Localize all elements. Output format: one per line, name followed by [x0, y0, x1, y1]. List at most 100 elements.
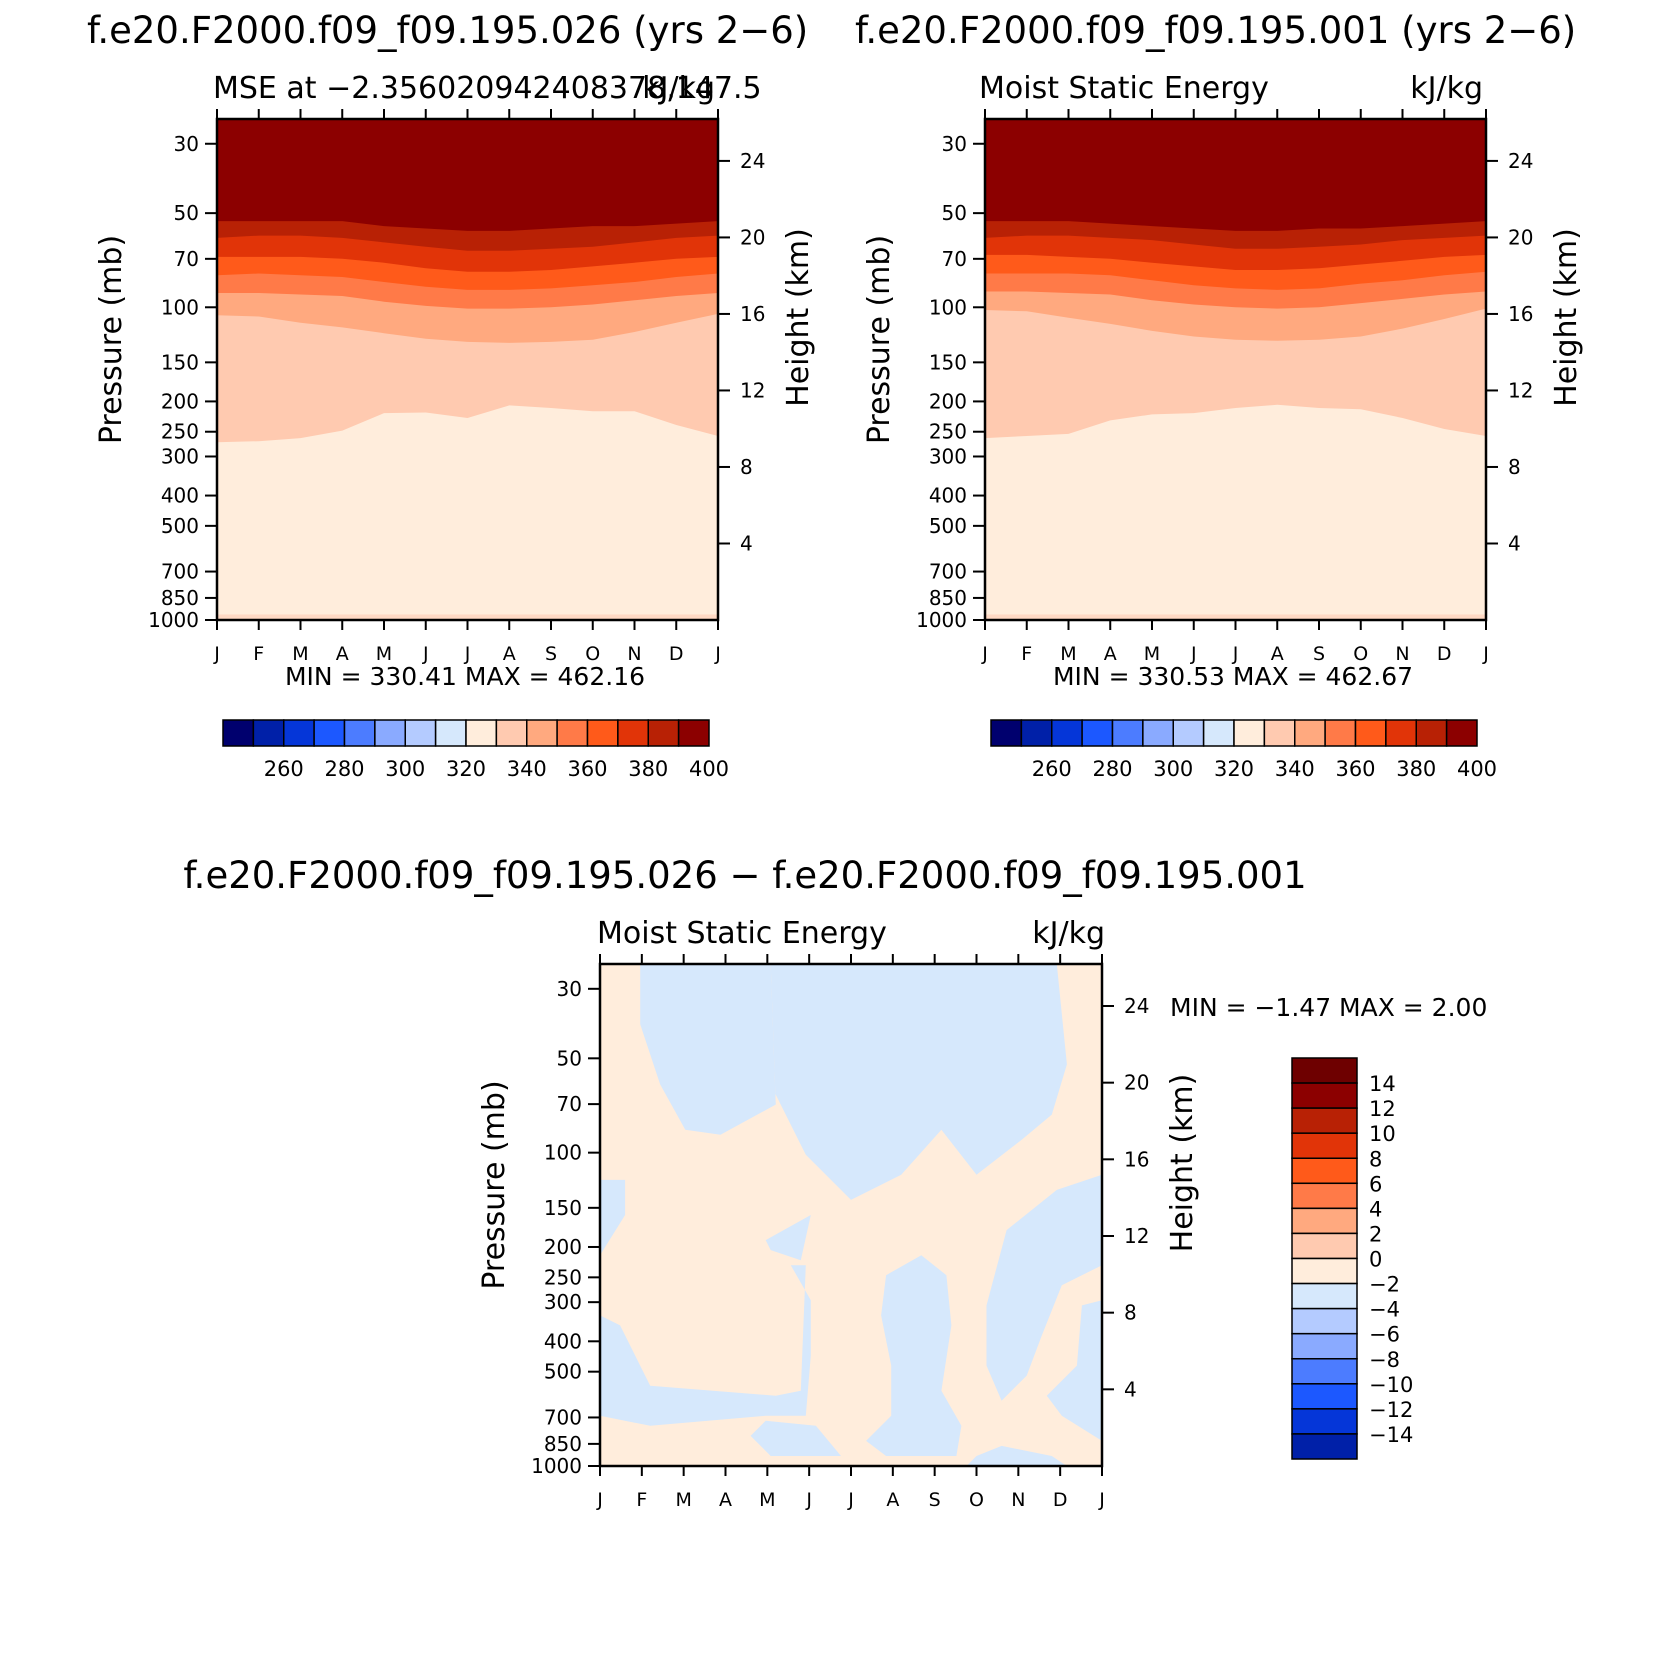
colorbar-label: −14 — [1369, 1423, 1413, 1447]
colorbar-box — [677, 719, 710, 747]
colorbar-label: 2 — [1369, 1222, 1382, 1246]
y-right-tick-label: 16 — [1124, 1147, 1149, 1171]
y-tick-label: 300 — [929, 444, 967, 468]
colorbar-box — [1111, 719, 1144, 747]
colorbar-box — [556, 719, 589, 747]
colorbar-box — [1294, 719, 1326, 747]
x-tick-label: O — [969, 1489, 984, 1511]
y-tick-label: 700 — [161, 560, 199, 584]
colorbar-label: 14 — [1369, 1072, 1396, 1096]
y-right-tick-label: 8 — [740, 455, 753, 479]
y-tick-label: 50 — [557, 1046, 582, 1070]
colorbar-box — [1172, 719, 1205, 747]
x-tick-label: D — [1053, 1489, 1068, 1511]
y-right-tick-label: 16 — [740, 302, 765, 326]
y-right-tick-label: 24 — [1124, 994, 1149, 1018]
colorbar-label: 280 — [324, 757, 364, 781]
colorbar-box — [1291, 1157, 1358, 1185]
y-right-tick-label: 16 — [1508, 302, 1533, 326]
colorbar-box — [1051, 719, 1083, 747]
y-right-tick-label: 8 — [1508, 455, 1521, 479]
y-tick-label: 50 — [942, 201, 967, 225]
y-tick-label: 200 — [161, 389, 199, 413]
colorbar-box — [1445, 719, 1478, 747]
colorbar-box — [1291, 1257, 1358, 1285]
colorbar-box — [465, 719, 498, 747]
x-tick-label: N — [627, 643, 641, 665]
colorbar-label: −8 — [1369, 1348, 1400, 1372]
y-tick-label: 150 — [161, 350, 199, 374]
panel-case-a: f.e20.F2000.f09_f09.195.026 (yrs 2−6) MS… — [87, 9, 816, 781]
colorbar-label: 260 — [1032, 757, 1072, 781]
colorbar-box — [1020, 719, 1053, 747]
colorbar-box — [1291, 1408, 1358, 1435]
y-right-tick-label: 12 — [1508, 378, 1533, 402]
y-tick-label: 200 — [544, 1235, 582, 1259]
contour-band — [985, 119, 1486, 231]
colorbar-label: 10 — [1369, 1122, 1396, 1146]
y-tick-label: 150 — [544, 1196, 582, 1220]
y-tick-label: 400 — [544, 1329, 582, 1353]
x-tick-label: J — [422, 643, 429, 665]
colorbar-label: 320 — [1214, 757, 1254, 781]
y-tick-label: 500 — [161, 514, 199, 538]
x-tick-label: J — [847, 1489, 854, 1511]
x-tick-label: J — [1232, 643, 1239, 665]
plot-area — [217, 119, 718, 620]
colorbar-box — [1142, 719, 1174, 747]
y-tick-label: 500 — [929, 514, 967, 538]
contour-region-negative — [750, 1420, 841, 1456]
y-axis-label: Pressure (mb) — [862, 235, 897, 444]
colorbar-box — [1291, 1232, 1358, 1260]
y-tick-label: 100 — [929, 295, 967, 319]
y-right-tick-label: 8 — [1124, 1301, 1137, 1325]
colorbar-label: 340 — [507, 757, 547, 781]
y-axis-label: Pressure (mb) — [477, 1080, 512, 1289]
colorbar-label: 300 — [1153, 757, 1193, 781]
y-tick-label: 250 — [161, 420, 199, 444]
x-tick-label: M — [675, 1489, 691, 1511]
colorbar-box — [1291, 1182, 1358, 1210]
y-tick-label: 70 — [557, 1092, 582, 1116]
colorbar-box — [1202, 719, 1235, 747]
colorbar-label: 380 — [628, 757, 668, 781]
x-tick-label: A — [719, 1489, 732, 1511]
y-tick-label: 400 — [929, 484, 967, 508]
colorbar-box — [1324, 719, 1357, 747]
y-right-tick-label: 20 — [1508, 225, 1533, 249]
x-tick-label: J — [981, 643, 988, 665]
contour-region-negative — [770, 964, 1067, 1200]
colorbar-box — [1291, 1132, 1358, 1159]
colorbar-box — [252, 719, 285, 747]
x-tick-label: A — [336, 643, 349, 665]
y-tick-label: 250 — [929, 420, 967, 444]
colorbar-box — [1291, 1358, 1358, 1385]
y-tick-label: 30 — [557, 977, 582, 1001]
y-right-tick-label: 4 — [1508, 531, 1521, 555]
panel-case-b-subtitle-left: Moist Static Energy — [979, 71, 1269, 106]
y-tick-label: 300 — [161, 444, 199, 468]
colorbar-box — [1415, 719, 1448, 747]
panel-case-a-subtitle-left: MSE at −2.356020942408378,147.5 — [213, 71, 762, 106]
x-tick-label: N — [1011, 1489, 1025, 1511]
x-tick-label: F — [1021, 643, 1032, 665]
x-tick-label: M — [1144, 643, 1160, 665]
colorbar-box — [1291, 1207, 1358, 1235]
y-right-tick-label: 20 — [740, 225, 765, 249]
contour-region-negative — [640, 964, 776, 1135]
colorbar-box — [222, 719, 255, 747]
colorbar-box — [647, 719, 680, 747]
colorbar-box — [404, 719, 437, 747]
colorbar-label: 320 — [446, 757, 486, 781]
x-tick-label: A — [503, 643, 516, 665]
x-tick-label: D — [669, 643, 684, 665]
y-axis-label: Pressure (mb) — [94, 235, 129, 444]
x-tick-label: A — [886, 1489, 899, 1511]
x-tick-label: A — [1104, 643, 1117, 665]
colorbar-box — [1263, 719, 1296, 747]
colorbar-label: 400 — [689, 757, 729, 781]
y-tick-label: 700 — [544, 1405, 582, 1429]
colorbar-box — [313, 719, 346, 747]
x-tick-label: M — [376, 643, 392, 665]
